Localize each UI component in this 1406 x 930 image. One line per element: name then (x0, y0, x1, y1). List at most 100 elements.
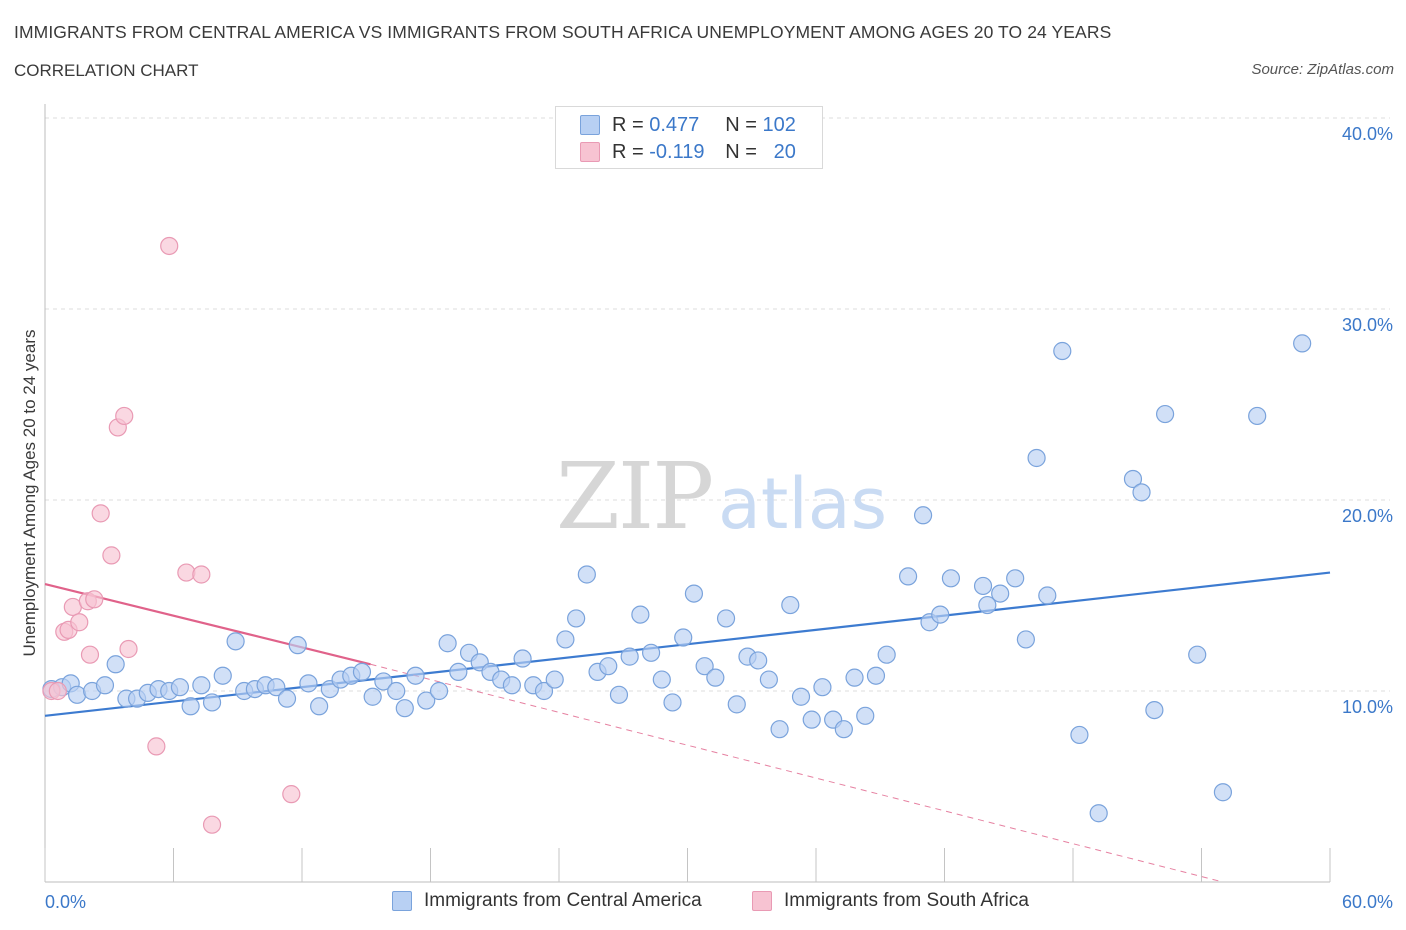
point-central-america (781, 595, 800, 615)
point-central-america (695, 657, 714, 676)
point-central-america (374, 672, 393, 691)
legend-swatch-blue (580, 115, 600, 135)
point-central-america (502, 676, 521, 695)
point-south-africa (202, 815, 222, 834)
point-central-america (438, 634, 457, 653)
y-axis-label: Unemployment Among Ages 20 to 24 years (20, 329, 39, 657)
legend-row-central-america: R = 0.477 N = 102 (580, 113, 796, 137)
legend-n-label: N = (725, 140, 757, 163)
series-swatch-blue (392, 891, 412, 911)
trend-line-extension (370, 663, 1224, 883)
point-central-america (1038, 586, 1057, 605)
point-central-america (978, 595, 997, 615)
point-central-america (577, 565, 596, 584)
series-legend-item-central-america: Immigrants from Central America (392, 890, 702, 912)
point-central-america (802, 710, 821, 729)
point-central-america (1053, 341, 1072, 361)
point-central-america (1293, 334, 1312, 353)
legend-r-label: R = (612, 140, 644, 163)
point-south-africa (102, 546, 121, 565)
point-central-america (449, 662, 468, 682)
y-tick-label: 10.0% (1342, 697, 1393, 717)
point-central-america (1123, 469, 1143, 489)
point-central-america (1248, 406, 1267, 426)
point-central-america (706, 668, 725, 687)
point-central-america (1145, 700, 1164, 720)
point-central-america (95, 676, 115, 695)
point-central-america (106, 655, 125, 674)
point-central-america (202, 693, 222, 712)
data-points (42, 236, 1312, 834)
point-central-america (213, 666, 232, 685)
point-central-america (973, 576, 993, 596)
point-central-america (913, 506, 933, 525)
point-south-africa (160, 236, 179, 256)
point-central-america (609, 685, 629, 704)
point-central-america (991, 584, 1010, 603)
watermark: ZIP atlas (556, 443, 887, 550)
point-central-america (567, 609, 586, 628)
source-label: Source: ZipAtlas.com (1251, 61, 1394, 78)
watermark-zip: ZIP (556, 443, 712, 550)
point-central-america (277, 689, 297, 708)
point-central-america (1027, 448, 1046, 468)
x-tick-label: 0.0% (45, 892, 86, 912)
point-central-america (1006, 569, 1025, 588)
axes (44, 104, 1331, 883)
point-central-america (770, 720, 789, 739)
series-legend: Immigrants from Central America Immigran… (0, 890, 1406, 916)
legend-r-value: 0.477 (649, 113, 700, 136)
x-tick-label: 60.0% (1342, 892, 1393, 912)
chart-title: IMMIGRANTS FROM CENTRAL AMERICA VS IMMIG… (14, 22, 1112, 42)
trend-lines (44, 571, 1331, 883)
tick-labels: 10.0% 20.0% 30.0% 40.0% 0.0% 60.0% (45, 124, 1393, 912)
point-central-america (181, 697, 200, 716)
point-central-america (68, 685, 87, 704)
point-central-america (170, 678, 190, 697)
point-south-africa (192, 565, 211, 584)
point-central-america (684, 584, 704, 603)
legend-swatch-pink (580, 142, 600, 162)
watermark-atlas: atlas (718, 463, 887, 545)
legend-row-south-africa: R = -0.119 N = 20 (580, 140, 796, 164)
point-central-america (417, 691, 436, 710)
point-central-america (513, 649, 532, 668)
legend-r-value: -0.119 (649, 140, 705, 163)
point-central-america (599, 657, 618, 676)
chart-subtitle: CORRELATION CHART (14, 61, 199, 80)
point-central-america (545, 670, 564, 689)
point-central-america (310, 697, 329, 716)
point-central-america (1155, 404, 1175, 424)
point-central-america (1016, 630, 1035, 649)
point-central-america (1070, 725, 1089, 745)
point-central-america (363, 687, 382, 706)
grid-lines (45, 117, 1390, 692)
point-south-africa (80, 645, 100, 664)
point-central-america (866, 666, 886, 685)
point-central-america (845, 668, 864, 687)
point-south-africa (119, 639, 138, 659)
point-central-america (1089, 804, 1108, 823)
point-central-america (556, 630, 575, 649)
legend-n-label: N = (725, 113, 757, 136)
point-central-america (898, 567, 918, 586)
point-south-africa (115, 406, 134, 426)
y-tick-label: 20.0% (1342, 506, 1393, 526)
point-central-america (192, 676, 211, 695)
point-central-america (395, 699, 414, 718)
point-central-america (267, 678, 286, 697)
point-central-america (652, 670, 671, 689)
series-legend-label: Immigrants from South Africa (784, 890, 1029, 911)
point-central-america (641, 643, 661, 662)
legend-r-label: R = (612, 113, 644, 136)
point-south-africa (91, 504, 110, 523)
point-central-america (534, 681, 554, 701)
series-legend-label: Immigrants from Central America (424, 890, 702, 911)
point-central-america (834, 720, 853, 739)
point-central-america (631, 605, 650, 624)
point-south-africa (177, 563, 196, 582)
point-central-america (813, 678, 832, 697)
point-central-america (856, 706, 875, 725)
point-central-america (387, 681, 406, 701)
series-legend-item-south-africa: Immigrants from South Africa (752, 890, 1029, 912)
